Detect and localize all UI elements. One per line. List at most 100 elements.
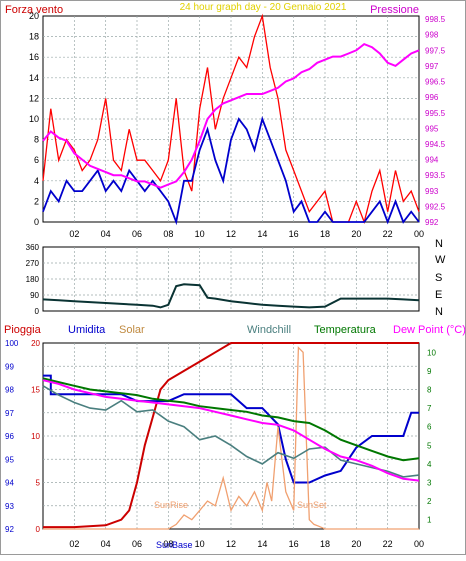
y-tick-label-temp: 7 [427, 404, 432, 413]
y-tick-label-right: 996.5 [425, 78, 446, 87]
x-tick-label: 18 [320, 539, 330, 549]
y-tick-label-humidity: 93 [5, 502, 14, 511]
x-tick-label: 12 [226, 539, 236, 549]
x-tick-label: 12 [226, 229, 236, 239]
y-tick-label-rain: 20 [31, 339, 40, 348]
y-tick-label-right: 993 [425, 187, 439, 196]
x-tick-label: 06 [132, 229, 142, 239]
x-tick-label: 16 [289, 539, 299, 549]
y-tick-label: 4 [34, 176, 39, 186]
x-tick-label: 14 [257, 229, 267, 239]
dir-y-axis-left: 0 90 180 270 360 [26, 243, 40, 316]
top-series [42, 13, 420, 226]
label-windchill: Windchill [247, 324, 291, 336]
series-avg_wind [42, 116, 420, 226]
x-tick-label: 10 [195, 539, 205, 549]
y-tick-label-right: 995.5 [425, 109, 446, 118]
x-tick-label: 00 [414, 229, 424, 239]
label-temperature: Temperatura [314, 324, 377, 336]
x-tick-label: 00 [414, 539, 424, 549]
x-tick-label: 18 [320, 229, 330, 239]
series-direction [42, 283, 420, 309]
x-tick-label: 08 [163, 539, 173, 549]
x-tick-label: 22 [383, 539, 393, 549]
y-tick-label-rain: 0 [36, 525, 41, 534]
y-tick-label-humidity: 96 [5, 432, 14, 441]
top-y-axis-right: 992 992.5 993 993.5 994 994.5 995 995.5 996 996.5… [425, 15, 446, 227]
y-tick-label-humidity: 100 [5, 339, 19, 348]
series-pressure [42, 42, 420, 189]
y-tick-label-right: 993.5 [425, 171, 446, 180]
series-solar [43, 346, 419, 530]
y-tick-label-humidity: 95 [5, 455, 14, 464]
y-tick-label-right: 992 [425, 218, 439, 227]
y-tick-label-temp: 9 [427, 367, 432, 376]
x-tick-label: 10 [195, 229, 205, 239]
y-tick-label-temp: 3 [427, 479, 432, 488]
x-tick-label: 02 [69, 539, 79, 549]
compass-label: W [435, 254, 446, 266]
top-x-axis: 02 04 06 08 10 12 14 16 18 20 22 00 [69, 229, 424, 239]
y-tick-label-right: 994.5 [425, 140, 446, 149]
x-tick-label: 02 [69, 229, 79, 239]
y-tick-label-temp: 4 [427, 460, 432, 469]
y-tick-label-right: 997.5 [425, 46, 446, 55]
y-tick-label-rain: 10 [31, 432, 40, 441]
bottom-y-axis-rain: 0 5 10 15 20 [31, 339, 40, 534]
sunbase-label: SunBase [156, 540, 193, 550]
x-tick-label: 14 [257, 539, 267, 549]
series-dewpoint [42, 379, 420, 482]
y-tick-label-temp: 1 [427, 516, 432, 525]
dir-series [42, 283, 420, 309]
y-tick-label-humidity: 99 [5, 362, 14, 371]
label-wind-force: Forza vento [5, 4, 63, 16]
y-tick-label: 8 [34, 135, 39, 145]
x-tick-label: 22 [383, 229, 393, 239]
x-tick-label: 04 [101, 539, 111, 549]
y-tick-label: 10 [29, 114, 39, 124]
y-tick-label-humidity: 98 [5, 386, 14, 395]
x-tick-label: 06 [132, 539, 142, 549]
y-tick-label: 0 [34, 217, 39, 227]
y-tick-label: 180 [26, 275, 40, 284]
x-tick-label: 20 [351, 229, 361, 239]
y-tick-label: 20 [29, 11, 39, 21]
rain-humidity-temp-panel: Pioggia Umidita Solar Windchill Temperat… [4, 324, 466, 550]
label-pressure: Pressione [370, 4, 419, 16]
y-tick-label: 0 [35, 307, 40, 316]
label-solar: Solar [119, 324, 145, 336]
y-tick-label-right: 995 [425, 124, 439, 133]
x-tick-label: 08 [163, 229, 173, 239]
y-tick-label: 12 [29, 93, 39, 103]
series-humidity [43, 374, 419, 484]
y-tick-label-right: 998.5 [425, 15, 446, 24]
y-tick-label-right: 992.5 [425, 202, 446, 211]
y-tick-label-temp: 6 [427, 423, 432, 432]
y-tick-label: 2 [34, 196, 39, 206]
sunset-label: SunSet [297, 500, 327, 510]
bottom-y-axis-humidity: 92 93 94 95 96 97 98 99 100 [5, 339, 19, 534]
y-tick-label: 360 [26, 243, 40, 252]
y-tick-label-humidity: 94 [5, 479, 14, 488]
bottom-grid [43, 343, 419, 529]
y-tick-label: 90 [30, 291, 39, 300]
series-rain [43, 342, 419, 529]
sunrise-label: SunRise [154, 500, 188, 510]
y-tick-label-humidity: 97 [5, 409, 14, 418]
compass-label: N [435, 306, 443, 318]
bottom-series [42, 342, 420, 530]
bottom-x-axis: 02 04 06 08 10 12 14 16 18 20 22 00 [69, 539, 424, 549]
x-tick-label: 04 [101, 229, 111, 239]
y-tick-label: 18 [29, 32, 39, 42]
y-tick-label: 14 [29, 73, 39, 83]
y-tick-label-temp: 10 [427, 348, 436, 357]
y-tick-label: 6 [34, 155, 39, 165]
series-gust [42, 13, 420, 225]
y-tick-label-right: 996 [425, 93, 439, 102]
label-rain: Pioggia [4, 324, 42, 336]
compass-label: E [435, 289, 442, 301]
